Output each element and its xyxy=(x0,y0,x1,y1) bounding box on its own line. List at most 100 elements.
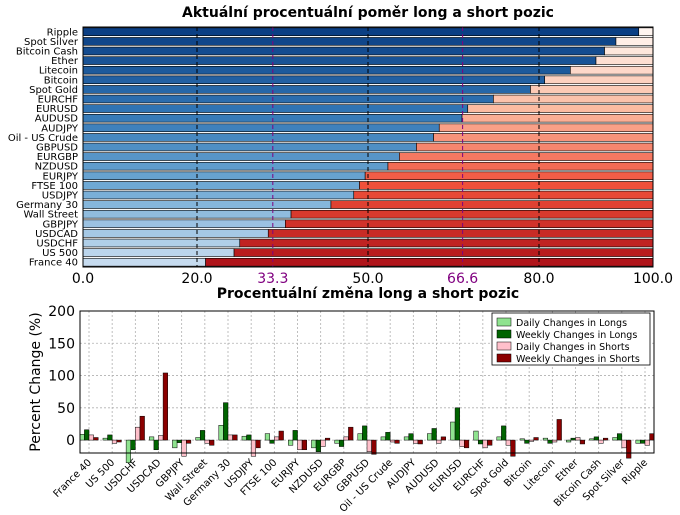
series-bar xyxy=(204,439,210,444)
series-bar xyxy=(223,402,229,441)
short-bar xyxy=(544,75,654,85)
series-bar xyxy=(199,430,206,441)
chart1-frame xyxy=(82,26,654,268)
series-bar xyxy=(477,439,484,445)
category-label: France 40 xyxy=(29,258,78,269)
series-bar xyxy=(603,437,609,441)
category-label: AUDJPY xyxy=(41,123,79,134)
x-tick-label: 20.0 xyxy=(181,271,212,287)
x-tick-label: 0.0 xyxy=(72,271,94,287)
series-bar xyxy=(570,437,576,441)
short-bar xyxy=(290,209,654,219)
series-bar xyxy=(589,438,595,441)
series-bar xyxy=(158,435,164,441)
long-bar xyxy=(82,27,640,37)
long-bar xyxy=(82,181,360,190)
short-bar xyxy=(615,37,654,46)
series-bar xyxy=(241,435,247,441)
series-bar xyxy=(362,425,368,441)
category-label: GBPJPY xyxy=(42,219,78,230)
legend-swatch xyxy=(496,317,512,327)
category-label: USDJPY xyxy=(42,191,79,202)
series-bar xyxy=(431,428,437,441)
category-label: EURUSD xyxy=(36,104,78,115)
series-bar xyxy=(93,437,99,441)
series-bar xyxy=(427,433,433,441)
series-bar xyxy=(519,438,525,441)
long-bar xyxy=(82,104,469,113)
series-bar xyxy=(195,437,201,441)
series-bar xyxy=(130,439,136,451)
category-label: Bitcoin xyxy=(44,75,78,86)
series-bar xyxy=(635,439,641,444)
series-bar xyxy=(501,425,507,441)
series-bar xyxy=(505,439,511,446)
x-tick-label: 33.3 xyxy=(257,271,288,287)
series-bar xyxy=(464,439,470,449)
series-bar xyxy=(135,426,141,441)
series-bar xyxy=(528,439,535,442)
category-label: GBPUSD xyxy=(36,143,78,154)
chart2-ylabel: Percent Change (%) xyxy=(28,312,44,451)
category-label: USDCHF xyxy=(36,239,78,250)
x-tick-label: 80.0 xyxy=(523,271,554,287)
short-bar xyxy=(239,238,654,248)
series-bar xyxy=(343,436,349,441)
series-bar xyxy=(186,439,192,444)
series-bar xyxy=(556,419,562,441)
series-bar xyxy=(454,407,460,441)
short-bar xyxy=(416,142,654,152)
short-bar xyxy=(387,161,654,171)
category-label: Bitcoin Cash xyxy=(16,47,78,58)
series-bar xyxy=(626,439,632,459)
series-bar xyxy=(325,437,331,441)
long-bar xyxy=(82,133,434,142)
series-bar xyxy=(88,434,94,441)
series-bar xyxy=(533,437,539,441)
short-bar xyxy=(399,152,654,161)
series-bar xyxy=(139,415,145,441)
long-bar xyxy=(82,75,546,85)
series-bar xyxy=(473,430,479,441)
short-bar xyxy=(364,171,654,181)
short-bar xyxy=(285,219,654,229)
series-bar xyxy=(116,439,122,443)
series-bar xyxy=(436,439,442,444)
legend-swatch xyxy=(496,329,512,339)
series-bar xyxy=(153,439,159,451)
series-bar xyxy=(162,372,168,441)
short-bar xyxy=(638,27,654,37)
legend-label: Daily Changes in Shorts xyxy=(516,342,630,353)
series-bar xyxy=(510,439,516,457)
chart1-x-ticks: 0.0 20.0 33.3 50.0 66.6 80.0 100.0 xyxy=(72,271,673,287)
category-label: AUDUSD xyxy=(35,114,79,125)
series-bar xyxy=(644,439,650,446)
series-bar xyxy=(348,426,354,441)
category-label: FTSE 100 xyxy=(31,181,78,192)
series-bar xyxy=(552,439,558,443)
short-bar xyxy=(353,190,654,200)
series-bar xyxy=(593,436,599,441)
legend-label: Weekly Changes in Shorts xyxy=(516,354,640,365)
series-bar xyxy=(547,439,553,444)
series-bar xyxy=(320,439,326,447)
category-label: Ripple xyxy=(620,457,650,487)
category-label: Germany 30 xyxy=(16,200,78,211)
long-bar xyxy=(82,65,571,75)
series-bar xyxy=(176,439,182,443)
long-bar xyxy=(82,46,605,56)
long-bar xyxy=(82,161,389,171)
series-bar xyxy=(389,439,396,443)
series-bar xyxy=(566,439,572,443)
series-bar xyxy=(394,439,400,444)
short-bar xyxy=(359,181,654,190)
series-bar xyxy=(278,430,284,441)
series-bar xyxy=(524,439,530,444)
series-bar xyxy=(269,439,275,444)
chart1-title: Aktuální procentuální poměr long a short… xyxy=(182,5,554,21)
short-bar xyxy=(493,94,654,104)
long-bar xyxy=(82,248,235,257)
series-bar xyxy=(357,433,363,441)
